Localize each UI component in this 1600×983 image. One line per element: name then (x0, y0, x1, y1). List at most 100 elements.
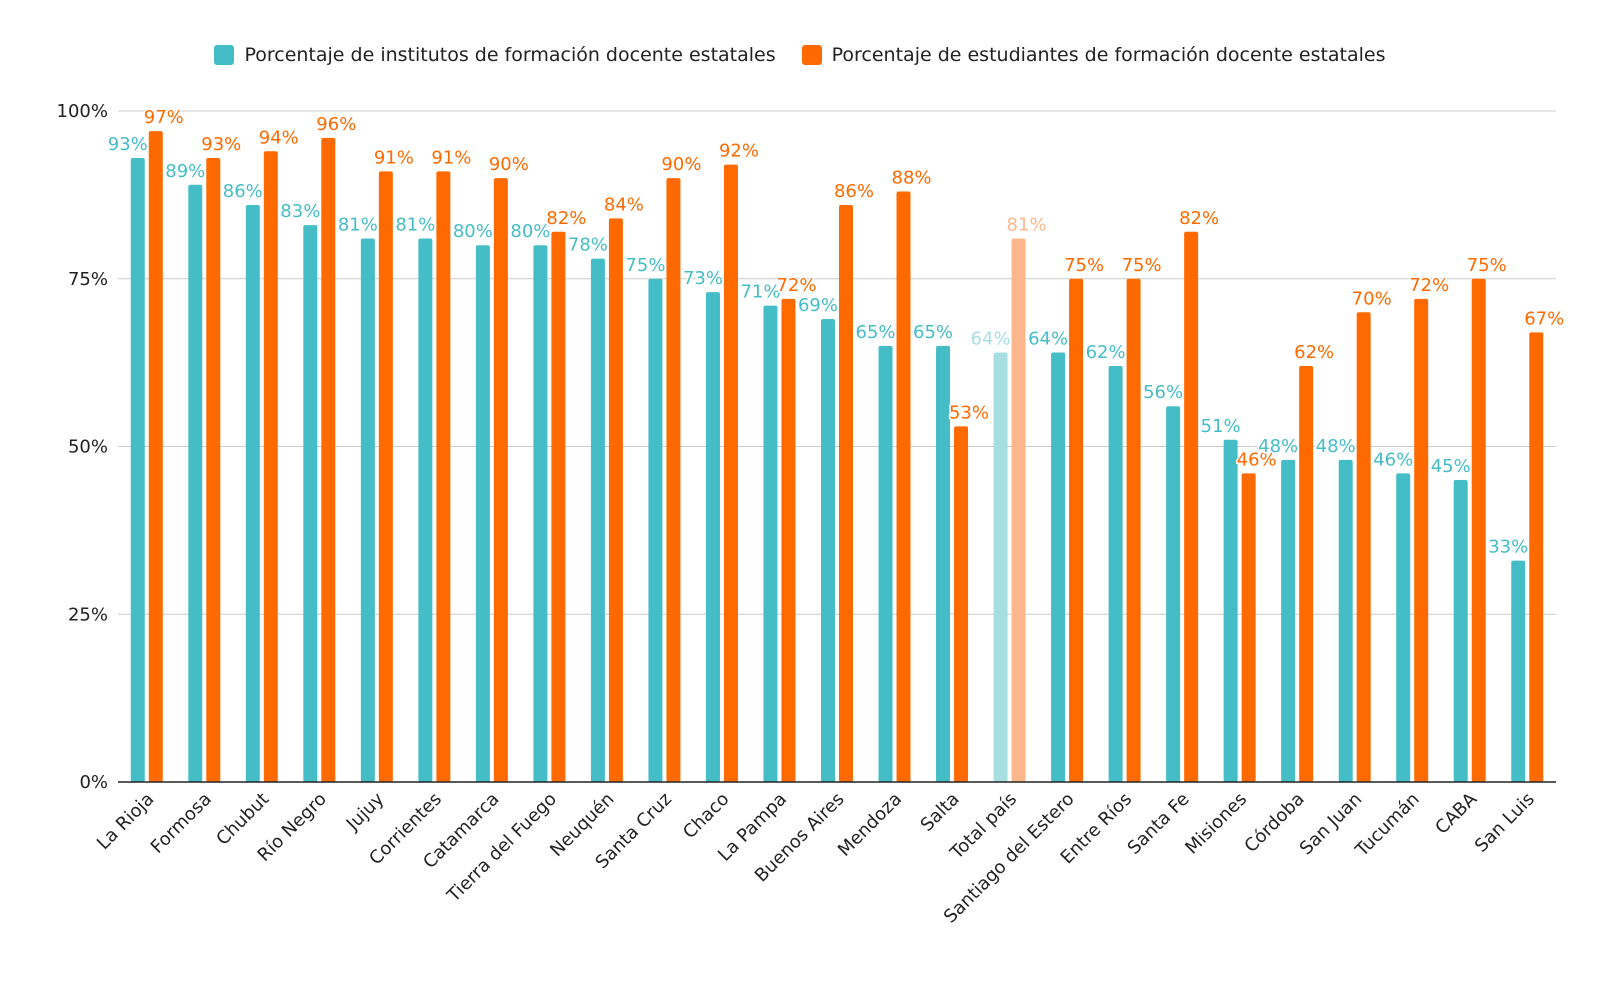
data-label-estudiantes: 97% (144, 107, 184, 128)
data-label-estudiantes: 75% (1122, 255, 1162, 276)
bar-institutos (533, 245, 548, 782)
data-label-estudiantes: 53% (949, 402, 989, 423)
y-tick-label: 25% (68, 604, 108, 625)
x-tick-label: Salta (917, 789, 964, 836)
bar-institutos (303, 225, 318, 782)
data-label-institutos: 64% (971, 329, 1011, 350)
bar-estudiantes (1471, 278, 1486, 782)
data-label-estudiantes: 70% (1352, 288, 1392, 309)
bar-institutos (475, 245, 490, 782)
x-tick-label: CABA (1431, 788, 1481, 838)
bar-estudiantes (896, 191, 911, 782)
x-tick-label: Mendoza (834, 789, 906, 861)
bar-estudiantes (1241, 473, 1256, 782)
data-label-institutos: 33% (1488, 537, 1528, 558)
data-label-institutos: 86% (223, 181, 263, 202)
data-label-estudiantes: 72% (1409, 275, 1449, 296)
data-label-institutos: 83% (280, 201, 320, 222)
x-tick-label: Tierra del Fuego (443, 789, 561, 907)
chart-legend: Porcentaje de institutos de formación do… (0, 44, 1600, 66)
x-tick-label: Misiones (1181, 789, 1251, 859)
data-label-institutos: 81% (338, 214, 378, 235)
bar-estudiantes (1414, 298, 1429, 782)
data-label-estudiantes: 93% (201, 134, 241, 155)
data-label-estudiantes: 62% (1294, 342, 1334, 363)
bar-estudiantes (321, 137, 336, 783)
data-label-estudiantes: 86% (834, 181, 874, 202)
data-label-institutos: 93% (108, 134, 148, 155)
bar-institutos (1108, 365, 1123, 782)
bar-institutos (936, 345, 951, 782)
x-tick-label: Formosa (147, 789, 216, 858)
data-label-institutos: 80% (510, 221, 550, 242)
bar-institutos (1223, 439, 1238, 782)
data-label-institutos: 73% (683, 268, 723, 289)
data-label-estudiantes: 90% (489, 154, 529, 175)
bar-institutos (1051, 352, 1066, 782)
bar-institutos (130, 157, 145, 783)
data-label-institutos: 48% (1316, 436, 1356, 457)
bar-estudiantes (436, 171, 451, 782)
x-tick-label: Chaco (679, 789, 733, 843)
bar-institutos (418, 238, 433, 783)
data-label-institutos: 78% (568, 235, 608, 256)
bar-institutos (993, 352, 1008, 782)
data-label-estudiantes: 88% (892, 168, 932, 189)
bar-institutos (1166, 406, 1181, 782)
bar-institutos (705, 292, 720, 782)
bar-estudiantes (148, 131, 163, 782)
bar-estudiantes (1356, 312, 1371, 782)
bar-estudiantes (551, 231, 566, 782)
bar-institutos (763, 305, 778, 782)
data-label-estudiantes: 82% (1179, 208, 1219, 229)
bar-estudiantes (781, 298, 796, 782)
bar-institutos (188, 184, 203, 782)
bar-institutos (1396, 473, 1411, 782)
data-label-estudiantes: 82% (546, 208, 586, 229)
bar-institutos (878, 345, 893, 782)
bar-institutos (245, 204, 260, 782)
bar-estudiantes (1299, 365, 1314, 782)
data-label-estudiantes: 92% (719, 141, 759, 162)
bar-estudiantes (1184, 231, 1199, 782)
data-label-institutos: 75% (625, 255, 665, 276)
legend-item-estudiantes[interactable]: Porcentaje de estudiantes de formación d… (801, 44, 1386, 66)
bar-institutos (821, 319, 835, 782)
bar-institutos (1453, 480, 1468, 782)
bar-institutos (1281, 459, 1296, 782)
legend-swatch-institutos (214, 45, 235, 65)
data-label-estudiantes: 75% (1467, 255, 1507, 276)
data-label-institutos: 46% (1373, 449, 1413, 470)
bar-estudiantes (1011, 238, 1026, 783)
x-tick-label: Santa Fe (1124, 789, 1194, 859)
data-label-institutos: 56% (1143, 382, 1183, 403)
bar-estudiantes (493, 178, 508, 783)
data-label-institutos: 51% (1201, 416, 1241, 437)
bar-estudiantes (954, 426, 969, 782)
bar-estudiantes (1529, 332, 1544, 782)
bar-institutos (1511, 560, 1526, 782)
legend-label-estudiantes: Porcentaje de estudiantes de formación d… (831, 44, 1386, 66)
data-label-institutos: 65% (913, 322, 953, 343)
bar-estudiantes (839, 204, 853, 782)
data-label-institutos: 89% (165, 161, 205, 182)
bar-institutos (360, 238, 375, 783)
x-tick-label: San Luis (1471, 789, 1539, 857)
bar-institutos (1338, 459, 1353, 782)
data-label-estudiantes: 81% (1007, 214, 1047, 235)
bar-estudiantes (723, 164, 738, 782)
data-label-estudiantes: 46% (1237, 449, 1277, 470)
legend-item-institutos[interactable]: Porcentaje de institutos de formación do… (214, 44, 776, 66)
data-label-institutos: 81% (395, 214, 435, 235)
data-label-estudiantes: 84% (604, 194, 644, 215)
data-label-estudiantes: 75% (1064, 255, 1104, 276)
data-label-estudiantes: 90% (661, 154, 701, 175)
data-label-institutos: 71% (740, 282, 780, 303)
data-label-institutos: 48% (1258, 436, 1298, 457)
bar-estudiantes (206, 157, 221, 783)
data-label-institutos: 65% (856, 322, 896, 343)
bar-estudiantes (378, 171, 393, 782)
y-tick-label: 75% (68, 269, 108, 290)
bar-estudiantes (608, 218, 623, 783)
